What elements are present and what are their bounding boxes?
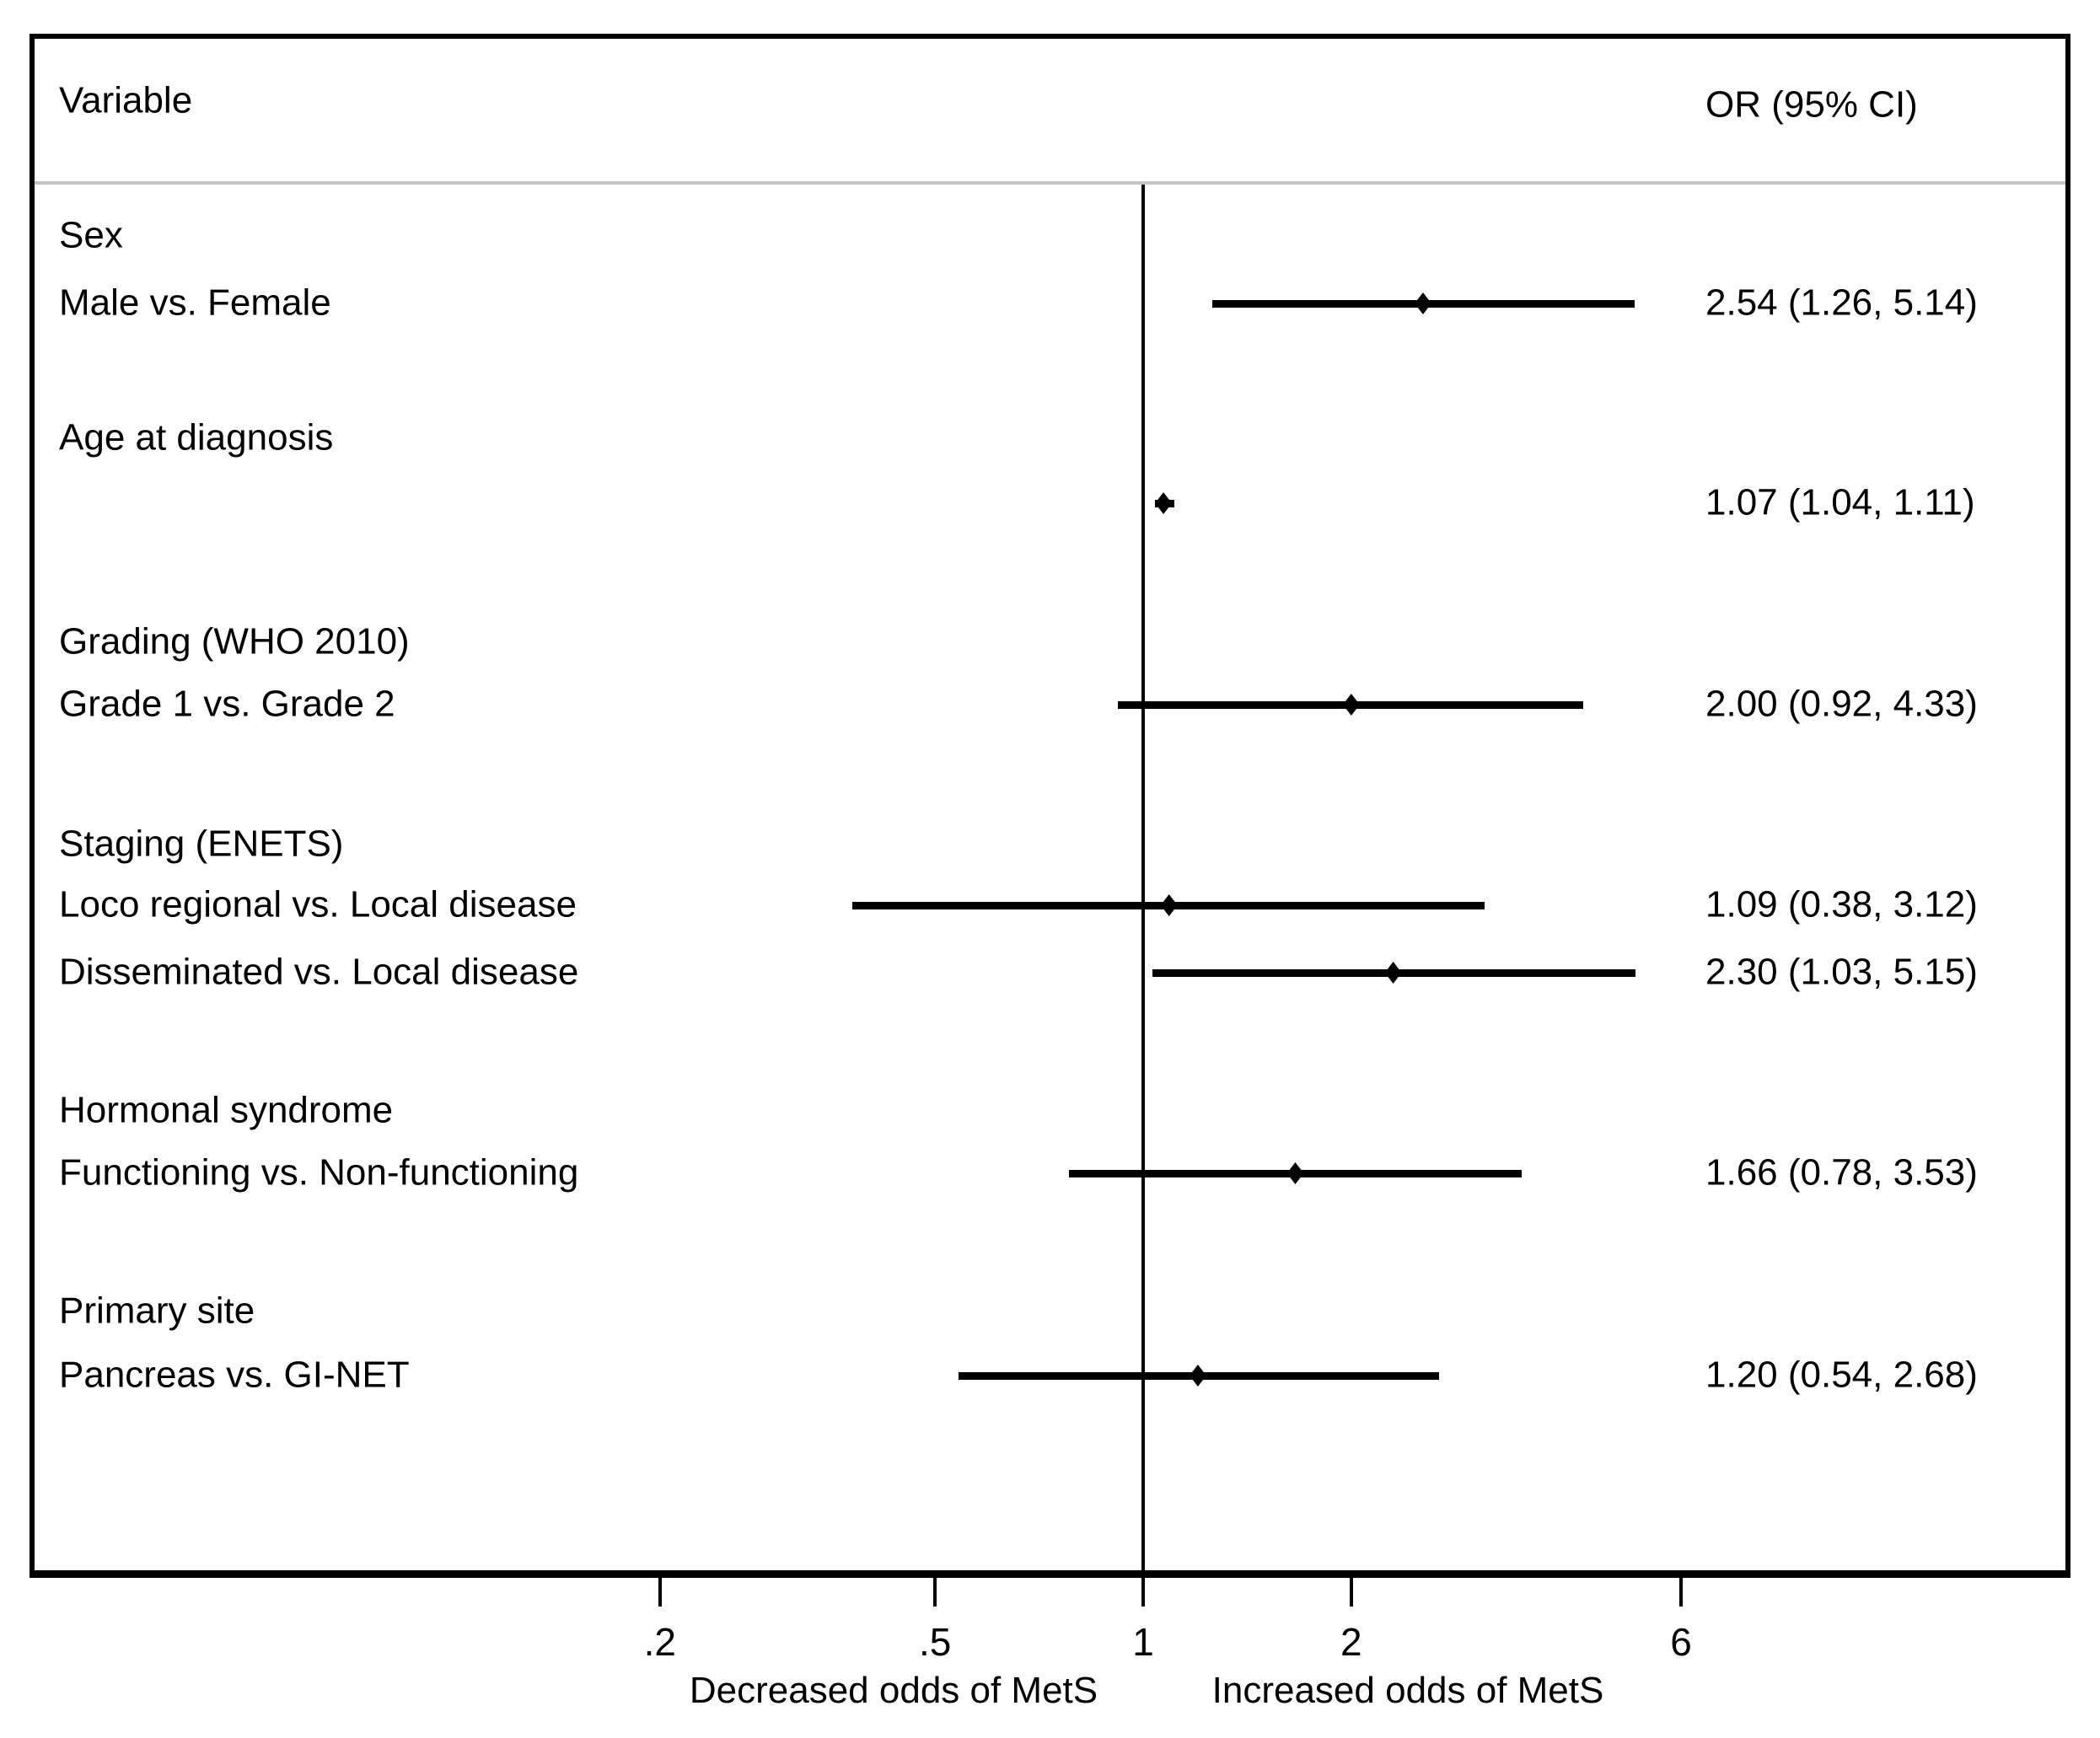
axis-tick-label: 1 <box>1132 1620 1154 1664</box>
axis-tick-label: 2 <box>1340 1620 1362 1664</box>
row-label: Male vs. Female <box>59 282 331 324</box>
axis-label-increased: Increased odds of MetS <box>1211 1670 1604 1711</box>
or-marker <box>1286 1162 1304 1184</box>
group-label: Primary site <box>59 1290 255 1332</box>
group-label: Sex <box>59 214 123 256</box>
column-header-or: OR (95% CI) <box>1705 83 1918 126</box>
or-marker <box>1414 292 1431 314</box>
or-value: 1.66 (0.78, 3.53) <box>1705 1151 1978 1194</box>
or-value: 2.00 (0.92, 4.33) <box>1705 683 1978 725</box>
axis-tick <box>1349 1578 1353 1607</box>
row-label: Disseminated vs. Local disease <box>59 951 579 993</box>
or-value: 1.09 (0.38, 3.12) <box>1705 883 1978 925</box>
or-value: 1.20 (0.54, 2.68) <box>1705 1354 1978 1396</box>
row-label: Pancreas vs. GI-NET <box>59 1354 410 1396</box>
axis-tick <box>933 1578 937 1607</box>
group-label: Age at diagnosis <box>59 416 334 459</box>
or-value: 1.07 (1.04, 1.11) <box>1705 481 1975 523</box>
header-separator-line <box>35 181 2065 185</box>
or-marker <box>1160 894 1178 916</box>
or-value: 2.30 (1.03, 5.15) <box>1705 951 1978 993</box>
group-label: Grading (WHO 2010) <box>59 620 410 662</box>
or-marker <box>1342 694 1360 716</box>
or-value: 2.54 (1.26, 5.14) <box>1705 282 1978 324</box>
or-marker <box>1155 492 1173 514</box>
or-marker <box>1384 962 1402 984</box>
reference-line-or-1 <box>1141 185 1145 1570</box>
axis-tick-label: .5 <box>918 1620 952 1664</box>
plot-frame <box>30 34 2070 1578</box>
row-label: Functioning vs. Non-functioning <box>59 1151 579 1194</box>
row-label: Loco regional vs. Local disease <box>59 883 577 925</box>
axis-tick <box>658 1578 662 1607</box>
axis-label-decreased: Decreased odds of MetS <box>689 1670 1098 1711</box>
axis-tick-label: 6 <box>1670 1620 1692 1664</box>
or-marker <box>1189 1365 1206 1387</box>
axis-tick <box>1679 1578 1684 1607</box>
axis-tick <box>1141 1578 1145 1607</box>
group-label: Staging (ENETS) <box>59 823 344 865</box>
axis-tick-label: .2 <box>643 1620 677 1664</box>
group-label: Hormonal syndrome <box>59 1089 394 1131</box>
column-header-variable: Variable <box>59 79 193 121</box>
row-label: Grade 1 vs. Grade 2 <box>59 683 395 725</box>
